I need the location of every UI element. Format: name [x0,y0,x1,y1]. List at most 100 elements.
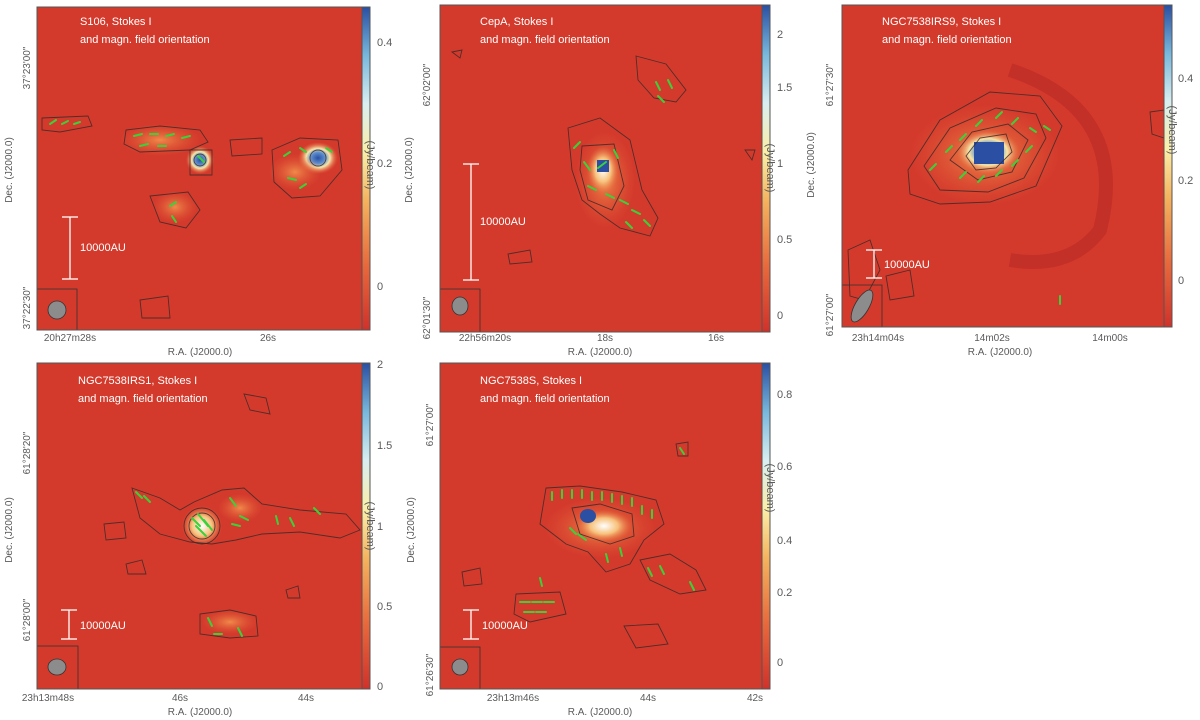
beam-ellipse [451,658,469,676]
x-tick-label: 14m02s [974,333,1010,344]
polarization-vector [577,533,587,541]
contour-line [635,55,687,103]
colorbar-tick: 0.6 [777,461,792,473]
polarization-vector [995,111,1003,119]
y-axis-label: Dec. (J2000.0) [404,137,415,203]
ngc7538s-peak [580,509,596,523]
x-axis-label: R.A. (J2000.0) [168,707,232,718]
polarization-vector [133,133,143,137]
colorbar-label: (Jy/beam) [1166,106,1178,155]
polarization-vector [191,517,201,527]
polarization-vector [49,119,57,125]
panel-title: S106, Stokes I [80,16,152,28]
contour-line [271,137,343,199]
panel-subtitle: and magn. field orientation [480,34,610,46]
contour-line [309,149,327,167]
beam-ellipse [451,296,469,316]
polarization-vector [539,577,543,587]
y-tick-label: 37°23'00" [22,46,33,89]
s106-emission-clump [269,154,321,190]
y-tick-label: 61°27'00" [425,403,436,446]
irs9-dark-arc [1007,63,1113,269]
y-tick-label: 61°27'00" [825,293,836,336]
y-tick-label: 37°22'30" [22,286,33,329]
irs1-emission [202,610,258,634]
polarization-vector [237,627,243,637]
scale-bar-label: 10000AU [80,620,126,632]
cepa-vectors [573,79,673,229]
s106-emission-clump [186,146,214,174]
colorbar-tick: 0.4 [1178,73,1193,85]
panel-title: NGC7538S, Stokes I [480,375,582,387]
contour-line [965,133,1013,171]
polarization-vector [275,515,279,525]
polarization-vector [995,169,1003,177]
irs1-emission-core [182,506,222,546]
x-axis-label: R.A. (J2000.0) [168,347,232,358]
x-tick-label: 23h13m46s [487,693,539,704]
ngc7538s-figure: 10000AU NGC7538S, Stokes I and magn. fie… [406,362,792,718]
beam-ellipse [47,300,67,320]
cepa-figure: 10000AU CepA, Stokes I and magn. field o… [404,4,792,358]
contour-line [193,153,207,167]
contour-line [539,485,665,573]
polarization-vector [165,133,175,137]
colorbar [762,363,770,689]
polarization-vector [689,581,695,591]
contour-line [450,49,463,59]
polarization-vector [195,525,207,537]
polarization-vector [171,215,177,223]
colorbar-frame [1163,4,1173,328]
contour-line [675,441,689,457]
contour-line [123,125,209,153]
contour-line [183,507,221,545]
x-axis-label: R.A. (J2000.0) [568,347,632,358]
x-tick-label: 42s [747,693,763,704]
colorbar-tick: 0.5 [777,234,792,246]
contour-line [189,149,213,176]
y-axis-label: Dec. (J2000.0) [806,132,817,198]
polarization-vector [289,517,295,527]
contour-line [907,91,1063,205]
colorbar-tick: 0.2 [377,158,392,170]
contour-line [513,591,567,623]
x-tick-label: 23h13m48s [22,693,74,704]
colorbar-frame [761,4,771,333]
polarization-vector [667,79,673,89]
polarization-vector [61,120,69,125]
polarization-vector [587,185,597,191]
x-tick-label: 46s [172,693,188,704]
colorbar-frame [361,362,371,690]
scale-bar-label: 10000AU [482,620,528,632]
colorbar-tick: 0.2 [1178,175,1193,187]
polarization-vector [325,147,333,153]
polarization-vector [569,527,577,535]
polarization-vector [1011,159,1019,167]
contour-line [461,567,483,587]
colorbar-tick: 1 [377,521,383,533]
panel-ngc7538irs1: 10000AU NGC7538IRS1, Stokes I and magn. … [0,358,410,720]
panel-cepa: 10000AU CepA, Stokes I and magn. field o… [400,0,810,360]
contour-line [243,393,271,415]
panel-s106: 10000AU S106, Stokes I and magn. field o… [0,0,410,360]
y-tick-label: 61°28'00" [22,598,33,641]
irs9-vectors [929,111,1061,305]
x-tick-label: 20h27m28s [44,333,96,344]
panel-title: CepA, Stokes I [480,16,553,28]
y-tick-label: 61°26'30" [425,653,436,696]
s106-figure: 10000AU S106, Stokes I and magn. field o… [4,6,392,358]
polarization-vector [975,119,983,127]
panel-ngc7538s: 10000AU NGC7538S, Stokes I and magn. fie… [400,358,810,720]
contour-line [149,191,201,229]
polarization-vector [977,175,985,183]
colorbar-tick: 1 [777,158,783,170]
contour-line [199,609,259,639]
beam-ellipse [47,658,67,676]
beam-ellipse [850,289,874,323]
contour-line [131,487,361,545]
contour-line [571,503,635,545]
colorbar-tick: 0 [377,681,383,693]
contour-line [623,623,669,649]
y-tick-label: 62°01'30" [422,296,433,339]
panel-subtitle: and magn. field orientation [480,393,610,405]
